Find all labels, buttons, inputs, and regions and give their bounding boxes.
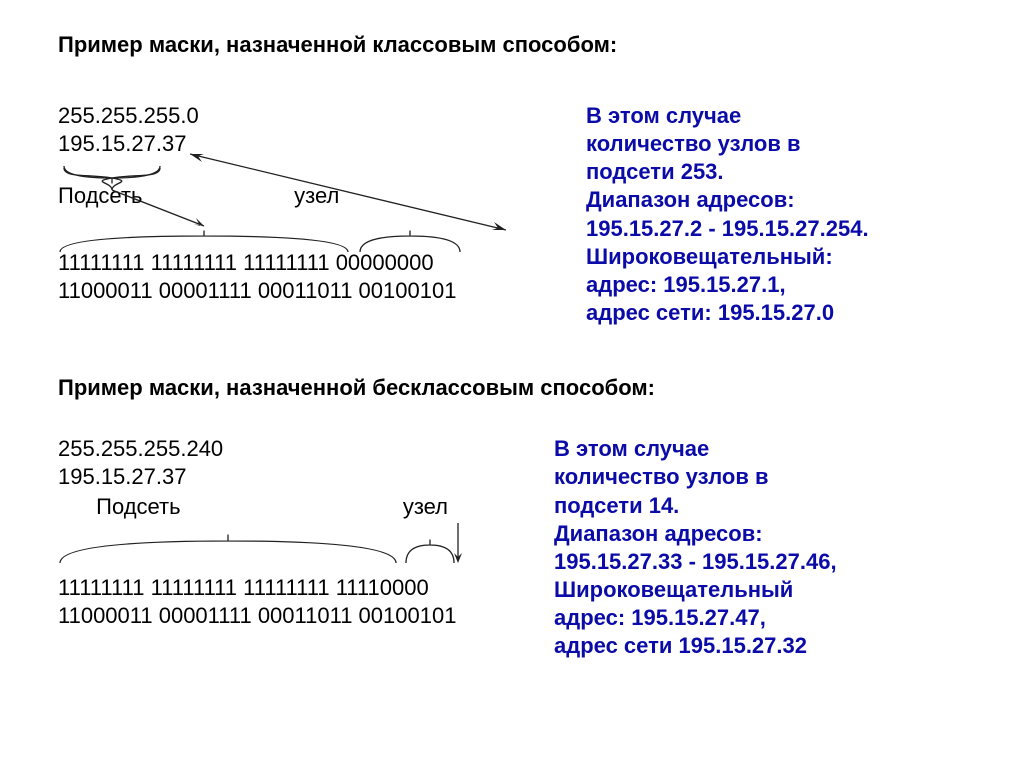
s2-mask-bin: 11111111 11111111 11111111 11110000: [58, 574, 554, 602]
s2-node-label: узел: [403, 494, 448, 519]
section2-title: Пример маски, назначенной бесклассовым с…: [58, 375, 978, 401]
s1-info-l2: количество узлов в: [586, 130, 978, 158]
s1-mask: 255.255.255.0: [58, 102, 586, 130]
s1-ip-bin: 11000011 00001111 00011011 00100101: [58, 277, 586, 305]
s2-info-l7: адрес: 195.15.27.47,: [554, 604, 978, 632]
section1-title: Пример маски, назначенной классовым спос…: [58, 32, 978, 58]
s2-info-l3: подсети 14.: [554, 492, 978, 520]
s1-node-label: узел: [294, 183, 339, 208]
section1-left: 255.255.255.0 195.15.27.37: [58, 102, 586, 327]
s2-info-l6: Широковещательный: [554, 576, 978, 604]
s1-ip: 195.15.27.37: [58, 130, 586, 158]
s1-info-l6: Широковещательный:: [586, 243, 978, 271]
s2-info-l8: адрес сети 195.15.27.32: [554, 632, 978, 660]
s2-ip: 195.15.27.37: [58, 463, 554, 491]
s1-info-l1: В этом случае: [586, 102, 978, 130]
s2-subnet-label: Подсеть: [96, 494, 180, 519]
s2-info-l2: количество узлов в: [554, 463, 978, 491]
s1-info-l4: Диапазон адресов:: [586, 186, 978, 214]
s2-info-l1: В этом случае: [554, 435, 978, 463]
s2-mask: 255.255.255.240: [58, 435, 554, 463]
s1-info-l5: 195.15.27.2 - 195.15.27.254.: [586, 215, 978, 243]
s2-ip-bin: 11000011 00001111 00011011 00100101: [58, 602, 554, 630]
s1-subnet-label: Подсеть: [58, 183, 288, 209]
section2-left: 255.255.255.240 195.15.27.37 Подсеть узе…: [58, 435, 554, 660]
s1-info-l8: адрес сети: 195.15.27.0: [586, 299, 978, 327]
section1-info: В этом случае количество узлов в подсети…: [586, 102, 978, 327]
s1-info-l3: подсети 253.: [586, 158, 978, 186]
section2-info: В этом случае количество узлов в подсети…: [554, 435, 978, 660]
s2-info-l4: Диапазон адресов:: [554, 520, 978, 548]
s2-info-l5: 195.15.27.33 - 195.15.27.46,: [554, 548, 978, 576]
s1-mask-bin: 11111111 11111111 11111111 00000000: [58, 249, 586, 277]
s1-info-l7: адрес: 195.15.27.1,: [586, 271, 978, 299]
